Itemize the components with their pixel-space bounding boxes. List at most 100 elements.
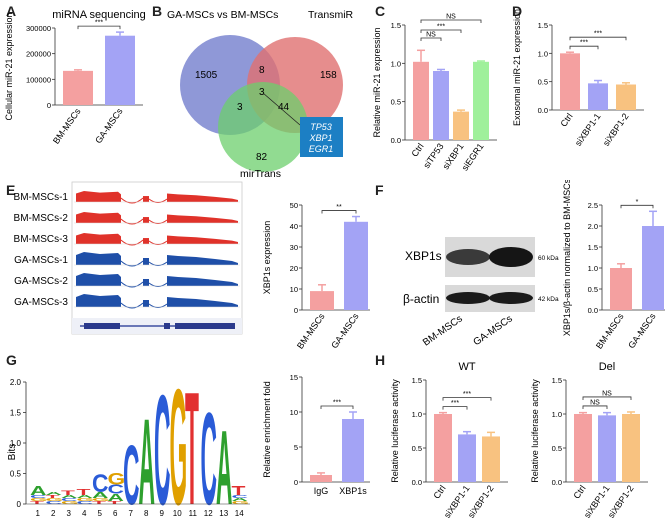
sig-bracket bbox=[77, 25, 121, 30]
sig-label: *** bbox=[580, 40, 588, 47]
x-tick-label: GA-MSCs bbox=[626, 311, 658, 350]
band-label-actin: β-actin bbox=[403, 292, 439, 306]
logo-letter: T bbox=[108, 500, 122, 505]
logo-letter: T bbox=[77, 487, 92, 497]
logo-letter: A bbox=[30, 483, 46, 497]
sig-label: NS bbox=[602, 390, 612, 397]
coverage-tracks: BM-MSCs-1 BM-MSCs-2 BM-MSCs-3 GA-MSCs-1 GA-M… bbox=[14, 181, 243, 335]
kda-60: 60 kDa bbox=[538, 255, 559, 262]
logo-y-tick-label: 2.0 bbox=[10, 378, 22, 387]
sig-label: NS bbox=[590, 399, 600, 406]
logo-letter: A bbox=[77, 494, 94, 499]
gene-egr1: EGR1 bbox=[309, 144, 334, 154]
x-tick-label: Ctrl bbox=[571, 483, 587, 500]
sig-label: * bbox=[636, 199, 639, 206]
y-tick-label: 1.5 bbox=[391, 21, 401, 30]
y-tick-label: 300000 bbox=[26, 24, 51, 33]
sig-label: NS bbox=[446, 14, 456, 21]
logo-letter: C bbox=[77, 500, 94, 505]
coverage-peak bbox=[76, 211, 121, 223]
chart-g-enrichment-fold: 0 5 10 15 Relative enrichment fold IgG XBP1s **… bbox=[262, 373, 370, 496]
coverage-peak bbox=[143, 300, 149, 307]
track-label: BM-MSCs-1 bbox=[14, 192, 69, 203]
y-tick-label: 200000 bbox=[26, 50, 51, 59]
logo-letter: C bbox=[232, 494, 249, 499]
logo-letter: C bbox=[92, 470, 108, 498]
logo-y-tick-label: 1.5 bbox=[10, 409, 22, 418]
logo-letter: G bbox=[108, 470, 126, 489]
coverage-peak bbox=[76, 273, 121, 286]
band-label-xbp1s: XBP1s bbox=[405, 249, 442, 263]
x-tick-label: Ctrl bbox=[409, 141, 425, 158]
sig-bracket bbox=[320, 405, 354, 409]
sig-label: NS bbox=[426, 32, 436, 39]
panel-label-f: F bbox=[375, 182, 384, 198]
bar bbox=[310, 291, 334, 310]
x-tick-label: Ctrl bbox=[431, 483, 447, 500]
logo-letter: A bbox=[92, 490, 108, 500]
panel-label-a: A bbox=[6, 3, 17, 19]
venn-set3-label: mirTrans bbox=[240, 168, 281, 180]
logo-position-label: 4 bbox=[82, 509, 87, 518]
logo-letter: G bbox=[46, 497, 64, 502]
venn-circle-mirtrans bbox=[218, 82, 308, 172]
chart-title: WT bbox=[458, 361, 475, 373]
bar bbox=[342, 419, 364, 482]
coverage-peak bbox=[143, 238, 149, 244]
venn-set2-label: TransmiR bbox=[308, 9, 354, 21]
splice-junction bbox=[120, 197, 144, 204]
logo-letter: A bbox=[216, 410, 232, 528]
chart-title: miRNA sequencing bbox=[52, 9, 146, 21]
chart-a-mirna-sequencing: miRNA sequencing 0 100000 200000 300000 Cellu… bbox=[4, 9, 146, 146]
y-tick-label: 0.5 bbox=[412, 444, 422, 453]
x-tick-label: IgG bbox=[314, 486, 329, 496]
bar bbox=[105, 35, 135, 106]
y-tick-label: 40 bbox=[290, 222, 298, 231]
y-tick-label: 30 bbox=[290, 243, 298, 252]
logo-letter: C bbox=[108, 482, 124, 496]
splice-junction bbox=[148, 261, 168, 266]
y-tick-label: 15 bbox=[290, 373, 298, 382]
logo-position-label: 12 bbox=[204, 509, 213, 518]
y-tick-label: 0.0 bbox=[588, 306, 598, 315]
logo-letter: T bbox=[232, 483, 247, 497]
y-tick-label: 0 bbox=[47, 101, 51, 110]
lane-ga: GA-MSCs bbox=[472, 313, 515, 348]
logo-letter: G bbox=[77, 497, 95, 502]
coverage-peak bbox=[76, 252, 121, 265]
y-tick-label: 1.0 bbox=[391, 59, 401, 68]
bar bbox=[610, 268, 632, 310]
splice-junction bbox=[120, 239, 144, 246]
chart-h-del-luciferase: Del 0.0 0.5 1.0 1.5 Relative luciferase activ… bbox=[530, 361, 648, 520]
chart-c-relative-mir21: 0.0 0.5 1.0 1.5 Relative miR-21 expression Ct… bbox=[372, 14, 497, 173]
sig-bracket bbox=[420, 29, 462, 33]
logo-letter: A bbox=[61, 494, 78, 499]
logo-letter: C bbox=[46, 500, 63, 505]
splice-junction bbox=[148, 240, 168, 245]
bar bbox=[598, 415, 616, 482]
panel-label-c: C bbox=[375, 3, 386, 19]
bar bbox=[63, 70, 93, 105]
bar bbox=[413, 61, 429, 140]
sig-bracket bbox=[420, 19, 482, 23]
gene-xbp1: XBP1 bbox=[308, 133, 332, 143]
y-tick-label: 0.5 bbox=[588, 285, 598, 294]
x-tick-label: Ctrl bbox=[558, 111, 574, 128]
x-tick-label: GA-MSCs bbox=[93, 106, 125, 145]
coverage-peak bbox=[143, 258, 149, 265]
bar bbox=[453, 111, 469, 140]
logo-position-label: 10 bbox=[173, 509, 182, 518]
lane-bm: BM-MSCs bbox=[421, 313, 465, 348]
y-axis-label: XBP1s expression bbox=[262, 221, 272, 295]
y-tick-label: 0 bbox=[294, 306, 298, 315]
chart-title: Del bbox=[599, 361, 616, 373]
panel-label-e: E bbox=[6, 182, 16, 198]
logo-letter: A bbox=[46, 491, 63, 496]
sig-label: *** bbox=[437, 24, 445, 31]
x-tick-label: GA-MSCs bbox=[329, 311, 361, 350]
logo-position-label: 9 bbox=[160, 509, 165, 518]
sig-bracket bbox=[420, 37, 442, 41]
splice-junction bbox=[148, 303, 168, 308]
y-tick-label: 10 bbox=[290, 285, 298, 294]
logo-letter: T bbox=[30, 500, 44, 505]
